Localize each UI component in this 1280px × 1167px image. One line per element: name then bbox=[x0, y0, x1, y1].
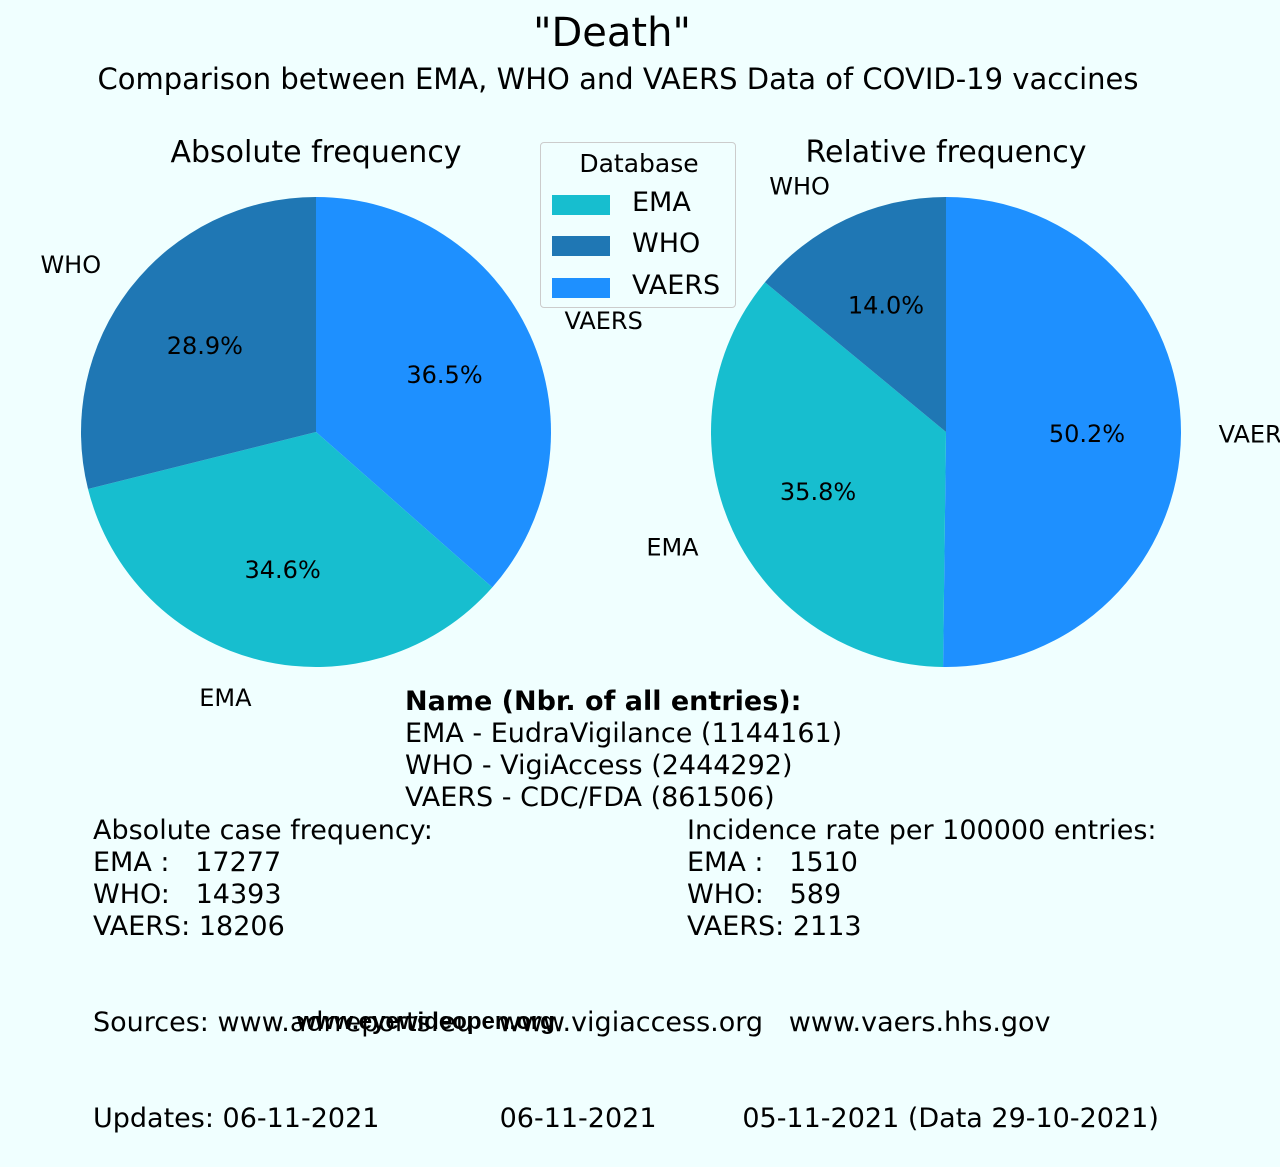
pie-slice-who bbox=[764, 197, 946, 432]
legend-swatch-vaers bbox=[552, 278, 610, 298]
database-info-line: EMA - EudraVigilance (1144161) bbox=[405, 718, 843, 749]
pie-charts: "Death" Comparison between EMA, WHO and … bbox=[40, 10, 1280, 712]
incidence-line: EMA : 1510 bbox=[687, 847, 858, 878]
pie-slice-ema bbox=[710, 282, 946, 667]
pie-category-label: EMA bbox=[199, 684, 252, 712]
sources-line: Sources: www.adrreports.eu www.vigiacces… bbox=[93, 1007, 1051, 1038]
absolute-line: VAERS: 18206 bbox=[93, 911, 285, 942]
pie-slice-who bbox=[80, 197, 316, 490]
absolute-case-frequency: Absolute case frequency: EMA : 17277 WHO… bbox=[93, 815, 433, 943]
incidence-heading: Incidence rate per 100000 entries: bbox=[687, 815, 1157, 846]
pie-slice-vaers bbox=[943, 197, 1181, 667]
legend-label-who: WHO bbox=[632, 228, 701, 259]
sources-block: Sources: www.adrreports.eu www.vigiacces… bbox=[93, 943, 1159, 1167]
legend-label-ema: EMA bbox=[632, 187, 691, 218]
legend-label-vaers: VAERS bbox=[632, 270, 721, 301]
incidence-rate: Incidence rate per 100000 entries: EMA :… bbox=[687, 815, 1157, 943]
pie-value-label: 35.8% bbox=[780, 478, 856, 506]
database-info-line: WHO - VigiAccess (2444292) bbox=[405, 750, 793, 781]
pie-category-label: EMA bbox=[646, 534, 699, 562]
database-info-line: VAERS - CDC/FDA (861506) bbox=[405, 782, 775, 813]
pie-category-label: VAERS bbox=[1219, 421, 1280, 449]
incidence-line: VAERS: 2113 bbox=[687, 911, 862, 942]
pie-slice-ema bbox=[88, 432, 493, 667]
pie-absolute-frequency: Absolute frequency 36.5% VAERS 34.6% EMA 28.9… bbox=[40, 135, 642, 712]
watermark: www.eyewideopen.org bbox=[297, 1008, 555, 1035]
pie-value-label: 36.5% bbox=[406, 361, 482, 389]
legend-swatch-who bbox=[552, 236, 610, 256]
legend-title: Database bbox=[579, 149, 699, 178]
database-info-heading: Name (Nbr. of all entries): bbox=[405, 686, 802, 717]
legend-swatch-ema bbox=[552, 195, 610, 215]
pie-title: Relative frequency bbox=[806, 135, 1087, 170]
updates-line: Updates: 06-11-2021 06-11-2021 05-11-202… bbox=[93, 1103, 1159, 1134]
incidence-line: WHO: 589 bbox=[687, 879, 842, 910]
pie-value-label: 14.0% bbox=[848, 291, 924, 319]
pie-title: Absolute frequency bbox=[170, 135, 461, 170]
pie-value-label: 50.2% bbox=[1049, 420, 1125, 448]
pie-category-label: WHO bbox=[40, 251, 101, 279]
pie-category-label: VAERS bbox=[564, 307, 642, 335]
chart-title: "Death" bbox=[533, 10, 691, 56]
pie-relative-frequency: Relative frequency 50.2% VAERS 35.8% EMA 14.0… bbox=[646, 135, 1280, 667]
pie-value-label: 28.9% bbox=[167, 332, 243, 360]
legend: Database EMA WHO VAERS bbox=[540, 142, 736, 308]
database-info: Name (Nbr. of all entries): EMA - EudraV… bbox=[405, 686, 842, 814]
absolute-line: WHO: 14393 bbox=[93, 879, 282, 910]
chart-subtitle: Comparison between EMA, WHO and VAERS Da… bbox=[97, 62, 1138, 96]
pie-category-label: WHO bbox=[769, 172, 830, 200]
pie-value-label: 34.6% bbox=[245, 556, 321, 584]
absolute-heading: Absolute case frequency: bbox=[93, 815, 433, 846]
absolute-line: EMA : 17277 bbox=[93, 847, 282, 878]
pie-slice-vaers bbox=[316, 197, 551, 588]
